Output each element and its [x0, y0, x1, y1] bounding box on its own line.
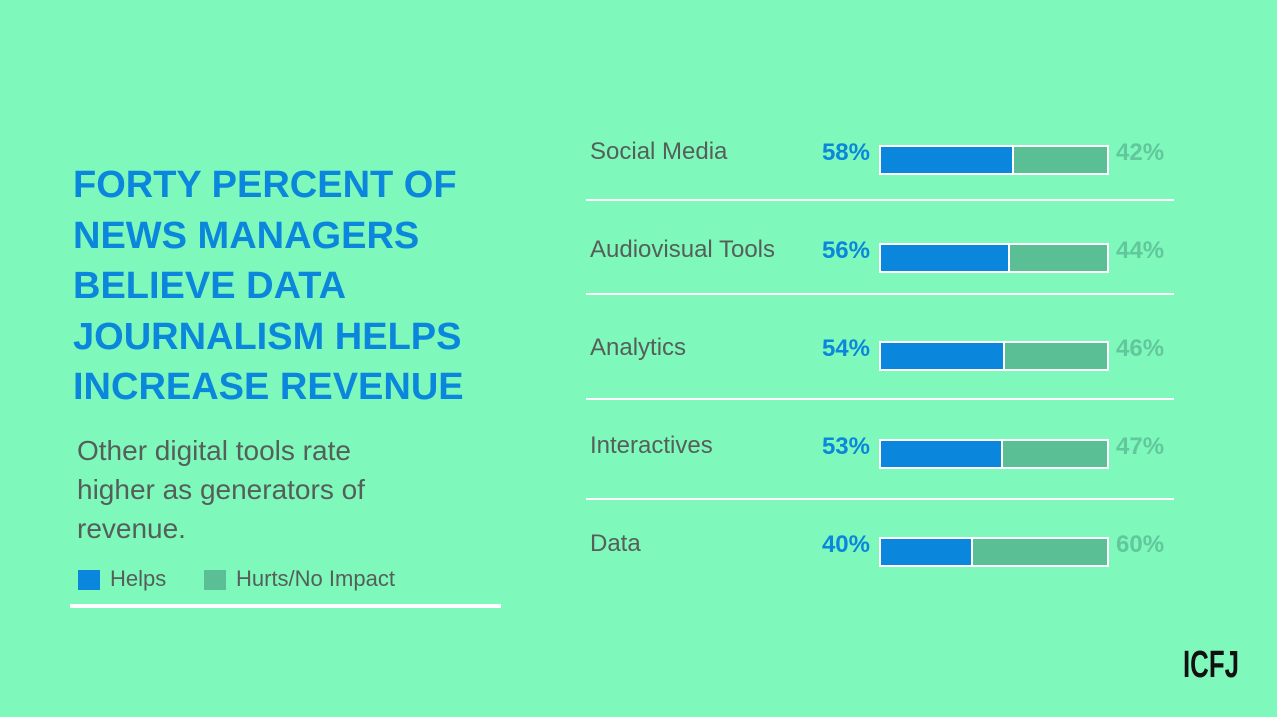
helps-value-label: 54%	[821, 335, 870, 362]
bar-helps	[881, 441, 1001, 467]
subtitle-line: higher as generators of	[77, 474, 365, 505]
bar-helps	[881, 539, 971, 565]
row-divider	[586, 199, 1174, 201]
bar-hurts	[1003, 441, 1107, 467]
bar-hurts	[973, 539, 1107, 565]
chart-row: Audiovisual Tools 56% 44%	[586, 222, 1186, 282]
bar-track	[879, 145, 1109, 175]
bar-hurts	[1005, 343, 1107, 369]
category-label: Audiovisual Tools	[590, 236, 776, 263]
row-divider	[586, 293, 1174, 295]
bar-helps	[881, 245, 1008, 271]
chart-row: Analytics 54% 46%	[586, 320, 1186, 380]
category-label: Analytics	[590, 334, 687, 361]
chart-row: Data 40% 60%	[586, 516, 1186, 576]
legend-swatch-hurts	[204, 570, 226, 590]
subtitle: Other digital tools rate higher as gener…	[77, 431, 437, 548]
legend-label-helps: Helps	[110, 566, 167, 591]
headline-line: INCREASE REVENUE	[73, 366, 464, 408]
subtitle-line: revenue.	[77, 513, 186, 544]
headline-line: BELIEVE DATA	[73, 265, 347, 307]
bar-hurts	[1010, 245, 1107, 271]
bar-helps	[881, 147, 1012, 173]
chart-row: Interactives 53% 47%	[586, 418, 1186, 478]
bar-track	[879, 537, 1109, 567]
bar-hurts	[1014, 147, 1107, 173]
headline-line: FORTY PERCENT OF	[73, 164, 457, 206]
hurts-value-label: 44%	[1116, 237, 1165, 264]
hurts-value-label: 60%	[1116, 531, 1165, 558]
headline-line: NEWS MANAGERS	[73, 214, 420, 257]
icfj-logo: ICFJ	[1183, 644, 1239, 681]
headline: FORTY PERCENT OF NEWS MANAGERS BELIEVE D…	[73, 160, 503, 413]
helps-value-label: 40%	[821, 531, 870, 558]
bar-track	[879, 341, 1109, 371]
bar-helps	[881, 343, 1003, 369]
hurts-value-label: 47%	[1116, 433, 1165, 460]
hurts-value-label: 42%	[1116, 139, 1165, 166]
row-divider	[586, 498, 1174, 500]
helps-value-label: 58%	[821, 139, 870, 166]
category-label: Social Media	[590, 138, 728, 165]
helps-value-label: 56%	[821, 237, 870, 264]
category-label: Data	[590, 530, 641, 557]
hurts-value-label: 46%	[1116, 335, 1165, 362]
legend-label-hurts: Hurts/No Impact	[236, 566, 395, 591]
row-divider	[586, 398, 1174, 400]
legend-swatch-helps	[78, 570, 100, 590]
logo-text: ICFJ	[1183, 644, 1239, 681]
chart-row: Social Media 58% 42%	[586, 124, 1186, 184]
stacked-bar-chart: Social Media 58% 42% Audiovisual Tools 56% 44…	[586, 120, 1186, 580]
helps-value-label: 53%	[821, 433, 870, 460]
subtitle-line: Other digital tools rate	[77, 435, 351, 466]
bar-track	[879, 439, 1109, 469]
divider	[70, 604, 501, 608]
bar-track	[879, 243, 1109, 273]
headline-line: JOURNALISM HELPS	[73, 315, 462, 358]
category-label: Interactives	[590, 432, 713, 459]
